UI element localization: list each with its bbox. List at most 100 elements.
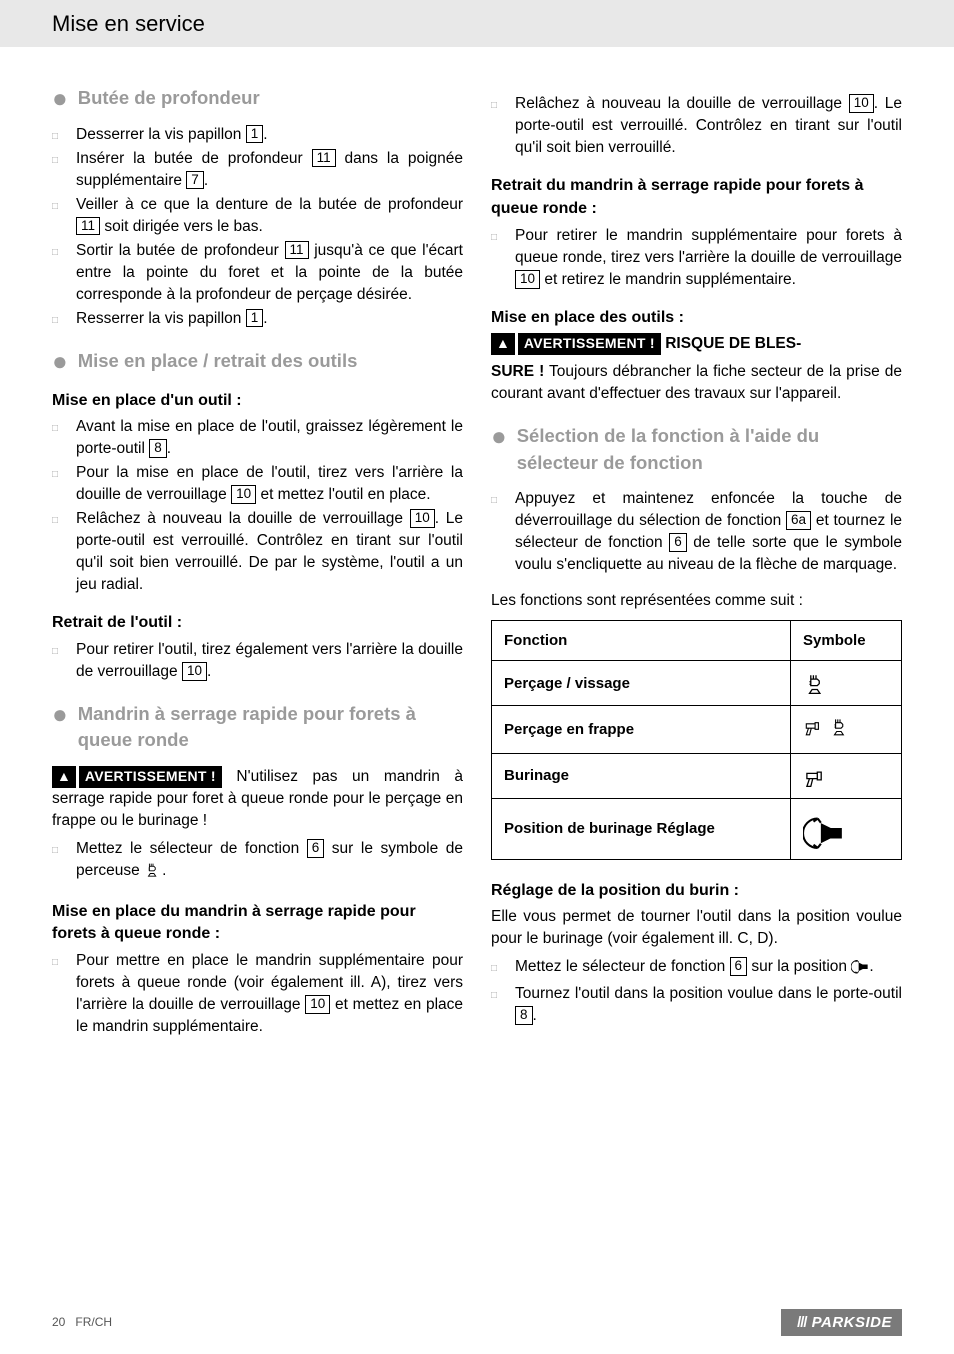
list-item: □Avant la mise en place de l'outil, grai… bbox=[52, 416, 463, 460]
function-name: Position de burinage Réglage bbox=[492, 798, 791, 859]
function-symbol bbox=[791, 661, 902, 706]
warning-triangle-icon: ▲ bbox=[491, 333, 515, 355]
list-item: □ Mettez le sélecteur de fonction 6 sur l… bbox=[52, 838, 463, 885]
function-name: Perçage en frappe bbox=[492, 706, 791, 753]
table-row: Burinage bbox=[492, 753, 902, 798]
bullet-list: □ Mettez le sélecteur de fonction 6 sur l… bbox=[491, 956, 902, 1027]
section-heading: ● Sélection de la fonction à l'aide du s… bbox=[491, 423, 902, 476]
square-bullet-icon: □ bbox=[52, 844, 62, 858]
warning-paragraph: ▲ AVERTISSEMENT ! RISQUE DE BLES- bbox=[491, 333, 902, 355]
list-text: Mettez le sélecteur de fonction 6 sur la… bbox=[515, 956, 902, 981]
square-bullet-icon: □ bbox=[491, 231, 501, 245]
table-row: Perçage / vissage bbox=[492, 661, 902, 706]
table-header: Fonction bbox=[492, 620, 791, 660]
bullet-list: □ Desserrer la vis papillon 1.□Insérer la… bbox=[52, 124, 463, 330]
page-footer: 20 FR/CH PARKSIDE bbox=[0, 1309, 954, 1336]
list-item: □Pour mettre en place le mandrin supplém… bbox=[52, 950, 463, 1038]
list-text: Pour retirer le mandrin supplémentaire p… bbox=[515, 225, 902, 291]
list-text: Resserrer la vis papillon 1. bbox=[76, 308, 463, 330]
list-item: □ Appuyez et maintenez enfoncée la touche… bbox=[491, 488, 902, 576]
bullet-list: □ Mettez le sélecteur de fonction 6 sur l… bbox=[52, 838, 463, 885]
square-bullet-icon: □ bbox=[491, 962, 501, 976]
bullet-list: □ Relâchez à nouveau la douille de verrou… bbox=[491, 93, 902, 159]
section-heading: ● Mise en place / retrait des outils bbox=[52, 348, 463, 374]
sub-heading: Mise en place des outils : bbox=[491, 307, 902, 330]
intro-text: Elle vous permet de tourner l'outil dans… bbox=[491, 906, 902, 950]
drill-icon bbox=[144, 860, 162, 885]
table-header: Symbole bbox=[791, 620, 902, 660]
square-bullet-icon: □ bbox=[52, 130, 62, 144]
list-item: □ Relâchez à nouveau la douille de verrou… bbox=[491, 93, 902, 159]
function-symbol bbox=[791, 753, 902, 798]
bullet-icon: ● bbox=[52, 704, 68, 725]
list-text: Appuyez et maintenez enfoncée la touche … bbox=[515, 488, 902, 576]
warning-tail: RISQUE DE BLES- bbox=[661, 335, 801, 352]
list-text: Pour la mise en place de l'outil, tirez … bbox=[76, 462, 463, 506]
square-bullet-icon: □ bbox=[491, 989, 501, 1003]
list-text: Desserrer la vis papillon 1. bbox=[76, 124, 463, 146]
list-text: Mettez le sélecteur de fonction 6 sur le… bbox=[76, 838, 463, 885]
section-heading: ● Mandrin à serrage rapide pour forets à… bbox=[52, 701, 463, 754]
list-item: □ Resserrer la vis papillon 1. bbox=[52, 308, 463, 330]
warning-badge: ▲ AVERTISSEMENT ! bbox=[52, 766, 222, 788]
section-title: Mandrin à serrage rapide pour forets à q… bbox=[78, 701, 463, 754]
bullet-list: □ Pour retirer le mandrin supplémentaire … bbox=[491, 225, 902, 291]
bullet-icon: ● bbox=[52, 351, 68, 372]
bullet-list: □Pour mettre en place le mandrin supplém… bbox=[52, 950, 463, 1038]
warning-label: AVERTISSEMENT ! bbox=[518, 333, 661, 355]
list-item: □Insérer la butée de profondeur 11 dans … bbox=[52, 148, 463, 192]
list-text: Veiller à ce que la denture de la butée … bbox=[76, 194, 463, 238]
list-text: Pour mettre en place le mandrin suppléme… bbox=[76, 950, 463, 1038]
square-bullet-icon: □ bbox=[52, 468, 62, 482]
list-text: Avant la mise en place de l'outil, grais… bbox=[76, 416, 463, 460]
sub-heading: Réglage de la position du burin : bbox=[491, 880, 902, 903]
function-symbol bbox=[791, 798, 902, 859]
list-text: Sortir la butée de profondeur 11 jusqu'à… bbox=[76, 240, 463, 306]
function-name: Perçage / vissage bbox=[492, 661, 791, 706]
section-title: Mise en place / retrait des outils bbox=[78, 348, 358, 374]
warning-triangle-icon: ▲ bbox=[52, 766, 76, 788]
warning-text: Toujours débrancher la fiche secteur de … bbox=[491, 363, 902, 402]
sub-heading: Mise en place d'un outil : bbox=[52, 390, 463, 413]
content-columns: ● Butée de profondeur □ Desserrer la vis … bbox=[0, 67, 954, 1052]
square-bullet-icon: □ bbox=[52, 154, 62, 168]
list-item: □ Veiller à ce que la denture de la butée… bbox=[52, 194, 463, 238]
left-column: ● Butée de profondeur □ Desserrer la vis … bbox=[52, 67, 463, 1052]
table-intro: Les fonctions sont représentées comme su… bbox=[491, 590, 902, 612]
function-table: Fonction Symbole Perçage / vissagePerçag… bbox=[491, 620, 902, 860]
warning-label: AVERTISSEMENT ! bbox=[79, 766, 222, 788]
square-bullet-icon: □ bbox=[52, 645, 62, 659]
list-item: □ Desserrer la vis papillon 1. bbox=[52, 124, 463, 146]
table-row: Perçage en frappe bbox=[492, 706, 902, 753]
list-item: □Pour retirer l'outil, tirez également v… bbox=[52, 639, 463, 683]
adjust-icon bbox=[851, 956, 869, 981]
sub-heading: Mise en place du mandrin à serrage rapid… bbox=[52, 901, 463, 946]
bullet-icon: ● bbox=[52, 88, 68, 109]
list-item: □Tournez l'outil dans la position voulue… bbox=[491, 983, 902, 1027]
list-text: Relâchez à nouveau la douille de verroui… bbox=[515, 93, 902, 159]
warning-lead: SURE ! bbox=[491, 363, 544, 380]
page-title: Mise en service bbox=[52, 8, 954, 39]
brand-logo: PARKSIDE bbox=[781, 1309, 902, 1336]
function-symbol bbox=[791, 706, 902, 753]
square-bullet-icon: □ bbox=[52, 200, 62, 214]
square-bullet-icon: □ bbox=[491, 494, 501, 508]
section-heading: ● Butée de profondeur bbox=[52, 85, 463, 111]
warning-body: SURE ! Toujours débrancher la fiche sect… bbox=[491, 361, 902, 405]
list-item: □Relâchez à nouveau la douille de verrou… bbox=[52, 508, 463, 596]
section-title: Sélection de la fonction à l'aide du sél… bbox=[517, 423, 902, 476]
square-bullet-icon: □ bbox=[52, 314, 62, 328]
bullet-icon: ● bbox=[491, 426, 507, 447]
square-bullet-icon: □ bbox=[52, 514, 62, 528]
list-item: □ Mettez le sélecteur de fonction 6 sur l… bbox=[491, 956, 902, 981]
bullet-list: □ Appuyez et maintenez enfoncée la touche… bbox=[491, 488, 902, 576]
page-lang: FR/CH bbox=[75, 1315, 112, 1329]
footer-page-lang: 20 FR/CH bbox=[52, 1314, 112, 1331]
page-number: 20 bbox=[52, 1315, 65, 1329]
square-bullet-icon: □ bbox=[491, 99, 501, 113]
sub-heading: Retrait de l'outil : bbox=[52, 612, 463, 635]
header-bar: Mise en service bbox=[0, 0, 954, 47]
right-column: □ Relâchez à nouveau la douille de verrou… bbox=[491, 67, 902, 1052]
square-bullet-icon: □ bbox=[52, 246, 62, 260]
section-title: Butée de profondeur bbox=[78, 85, 260, 111]
